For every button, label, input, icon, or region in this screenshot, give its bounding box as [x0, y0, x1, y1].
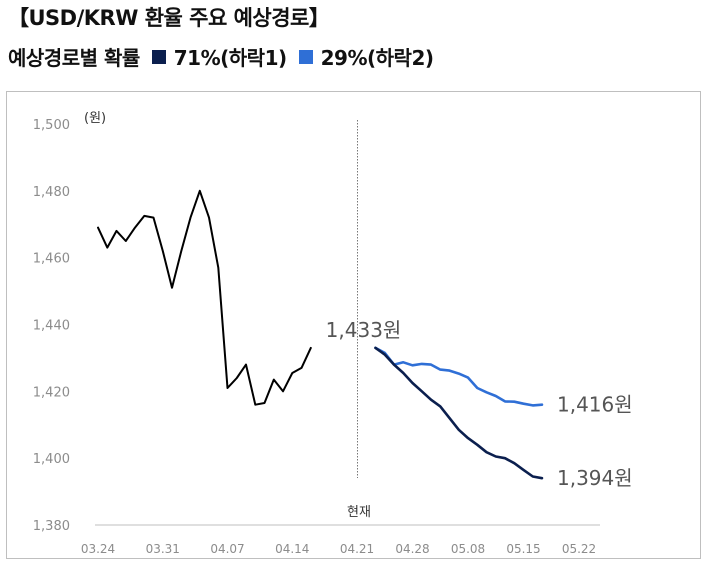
- y-tick-label: 1,400: [33, 452, 70, 467]
- y-tick-label: 1,420: [33, 385, 70, 400]
- x-tick-label: 04.07: [210, 542, 244, 556]
- y-axis-unit: (원): [84, 111, 106, 126]
- history-line: [97, 189, 312, 406]
- y-tick-label: 1,500: [33, 118, 70, 133]
- legend-label-decline1: 71%(하락1): [173, 46, 287, 70]
- chart-panel: [6, 91, 701, 559]
- x-tick-label: 03.24: [81, 542, 115, 556]
- y-tick-label: 1,480: [33, 185, 70, 200]
- chart-subtitle: 예상경로별 확률 71%(하락1) 29%(하락2): [8, 42, 434, 71]
- x-tick-label: 04.28: [395, 542, 429, 556]
- x-tick-label: 04.21: [340, 542, 374, 556]
- x-tick-label: 05.15: [506, 542, 540, 556]
- x-tick-label: 05.08: [451, 542, 485, 556]
- annotation-current: 1,433원: [326, 318, 402, 342]
- x-tick-label: 05.22: [562, 542, 596, 556]
- annotation-end-decline2: 1,416원: [557, 393, 633, 417]
- x-tick-label: 03.31: [146, 542, 180, 556]
- series-lines: [97, 189, 544, 480]
- x-tick-label: 04.14: [275, 542, 309, 556]
- now-label: 현재: [347, 505, 371, 520]
- decline2-line: [374, 346, 544, 407]
- x-tick-labels: 03.24 03.31 04.07 04.14 04.21 04.28 05.08 05.15…: [81, 542, 596, 556]
- decline1-line: [374, 346, 544, 480]
- y-tick-labels: 1,380 1,400 1,420 1,440 1,460 1,480 1,500: [33, 118, 70, 534]
- y-tick-label: 1,440: [33, 319, 70, 334]
- y-tick-label: 1,380: [33, 519, 70, 534]
- legend-label-decline2: 29%(하락2): [320, 46, 434, 70]
- subtitle-prefix: 예상경로별 확률: [8, 46, 140, 70]
- legend-swatch-decline1: [151, 49, 166, 64]
- legend-swatch-decline2: [298, 49, 313, 64]
- chart-title: 【USD/KRW 환율 주요 예상경로】: [8, 6, 330, 30]
- y-tick-label: 1,460: [33, 252, 70, 267]
- annotation-end-decline1: 1,394원: [557, 466, 633, 490]
